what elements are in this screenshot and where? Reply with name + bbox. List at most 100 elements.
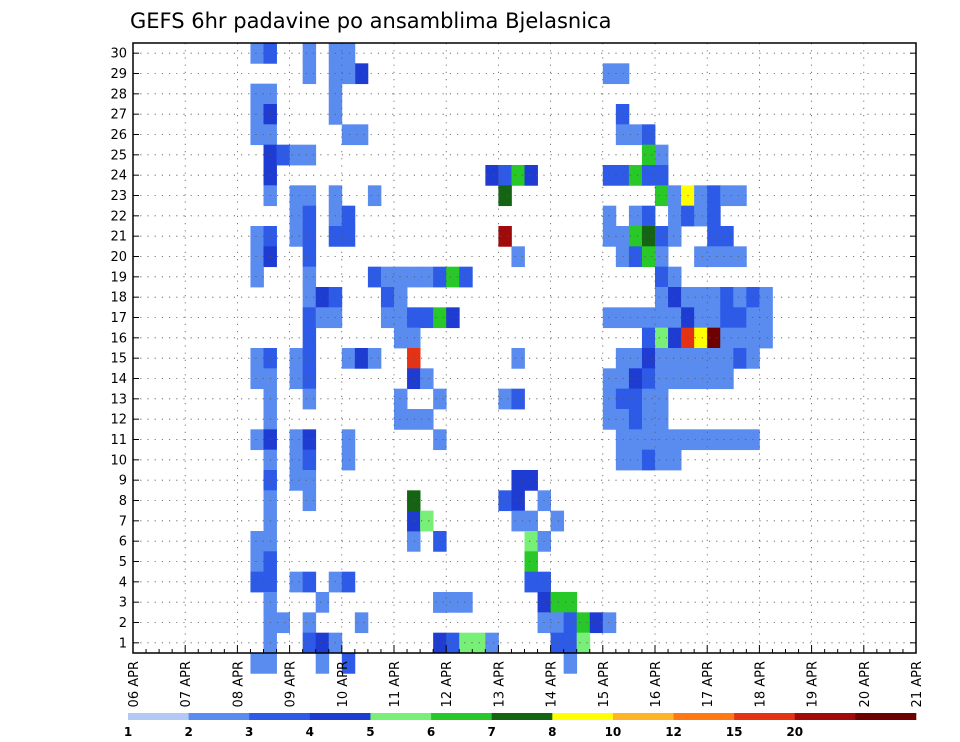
- heatmap-cell: [694, 327, 708, 349]
- y-tick-label: 18: [110, 291, 127, 306]
- heatmap-cell: [302, 327, 317, 349]
- heatmap-cell: [289, 449, 304, 471]
- colorbar-label: 7: [488, 725, 496, 739]
- heatmap-cell: [720, 307, 734, 329]
- heatmap-cell: [250, 124, 264, 146]
- heatmap-cell: [433, 429, 447, 451]
- y-tick-label: 5: [119, 555, 127, 570]
- heatmap-cell: [707, 205, 721, 227]
- colorbar-swatch: [188, 713, 250, 720]
- y-axis-ticks: 1234567891011121314151617181920212223242…: [110, 47, 916, 651]
- heatmap-cell: [602, 205, 617, 227]
- heatmap-cell: [302, 348, 317, 369]
- heatmap-cell: [407, 368, 421, 390]
- y-tick-label: 21: [110, 230, 127, 245]
- x-tick-label: 08 APR: [231, 661, 246, 707]
- heatmap-cell: [720, 429, 734, 451]
- heatmap-cell: [407, 510, 421, 532]
- colorbar-swatch: [552, 713, 614, 720]
- heatmap-cell: [289, 429, 304, 451]
- heatmap-cell: [707, 287, 721, 308]
- heatmap-cell: [250, 368, 264, 390]
- y-tick-label: 11: [110, 433, 127, 448]
- colorbar-swatch: [431, 713, 492, 720]
- colorbar-swatch: [734, 713, 796, 720]
- colorbar-label: 5: [366, 725, 374, 739]
- heatmap-cell: [602, 409, 617, 430]
- heatmap-cell: [524, 510, 538, 532]
- heatmap-cell: [602, 307, 617, 329]
- heatmap-cell: [498, 185, 512, 207]
- heatmap-cell: [302, 246, 317, 268]
- heatmap-cell: [250, 104, 264, 125]
- heatmap-cell: [394, 266, 408, 288]
- heatmap-cell: [733, 348, 747, 369]
- heatmap-cell: [615, 63, 630, 85]
- colorbar-swatch: [794, 713, 856, 720]
- heatmap-cell: [341, 348, 356, 369]
- heatmap-cell: [668, 226, 682, 247]
- heatmap-cell: [485, 165, 499, 186]
- heatmap-cell: [250, 653, 264, 674]
- heatmap-cell: [641, 327, 656, 349]
- heatmap-cell: [394, 307, 408, 329]
- heatmap-cell: [655, 449, 669, 471]
- heatmap-cell: [563, 592, 578, 613]
- heatmap-cell: [733, 185, 747, 207]
- heatmap-cell: [354, 63, 369, 85]
- heatmap-cell: [302, 144, 317, 166]
- y-tick-label: 16: [110, 331, 127, 346]
- heatmap-cell: [641, 165, 656, 186]
- heatmap-cell: [446, 307, 460, 329]
- heatmap-cell: [615, 449, 630, 471]
- heatmap-cell: [394, 409, 408, 430]
- y-tick-label: 10: [110, 453, 127, 468]
- y-tick-label: 29: [110, 67, 127, 82]
- heatmap-cell: [485, 632, 499, 654]
- heatmap-cell: [615, 429, 630, 451]
- heatmap-cell: [563, 612, 578, 634]
- heatmap-cell: [641, 388, 656, 410]
- heatmap-cell: [694, 205, 708, 227]
- heatmap-cell: [302, 632, 317, 654]
- heatmap-cell: [433, 388, 447, 410]
- heatmap-cell: [302, 571, 317, 593]
- heatmap-cell: [615, 226, 630, 247]
- y-tick-label: 15: [110, 352, 127, 367]
- heatmap-cell: [655, 144, 669, 166]
- y-tick-label: 12: [110, 413, 127, 428]
- heatmap-cell: [615, 348, 630, 369]
- heatmap-cell: [655, 327, 669, 349]
- heatmap-cell: [733, 246, 747, 268]
- heatmap-cell: [354, 124, 369, 146]
- heatmap-cell: [433, 632, 447, 654]
- heatmap-cell: [641, 368, 656, 390]
- heatmap-cell: [602, 612, 617, 634]
- heatmap-cell: [759, 327, 773, 349]
- heatmap-cell: [589, 612, 604, 634]
- heatmap-cell: [511, 490, 525, 512]
- heatmap-cell: [733, 287, 747, 308]
- heatmap-cell: [315, 307, 330, 329]
- y-tick-label: 27: [110, 108, 127, 123]
- heatmap-cell: [302, 490, 317, 512]
- heatmap-cell: [341, 429, 356, 451]
- heatmap-cell: [341, 205, 356, 227]
- heatmap-cell: [707, 307, 721, 329]
- heatmap-cell: [668, 449, 682, 471]
- heatmap-cell: [511, 388, 525, 410]
- heatmap-cell: [733, 429, 747, 451]
- heatmap-cell: [289, 571, 304, 593]
- y-tick-label: 4: [119, 575, 127, 590]
- heatmap-cell: [707, 185, 721, 207]
- heatmap-cell: [433, 307, 447, 329]
- heatmap-cell: [511, 165, 525, 186]
- heatmap-cell: [641, 205, 656, 227]
- y-tick-label: 2: [119, 616, 127, 631]
- heatmap-cell: [628, 165, 643, 186]
- heatmap-cell: [707, 429, 721, 451]
- x-tick-label: 12 APR: [440, 661, 455, 707]
- heatmap-cell: [641, 307, 656, 329]
- heatmap-cell: [668, 348, 682, 369]
- x-tick-label: 15 APR: [597, 661, 612, 707]
